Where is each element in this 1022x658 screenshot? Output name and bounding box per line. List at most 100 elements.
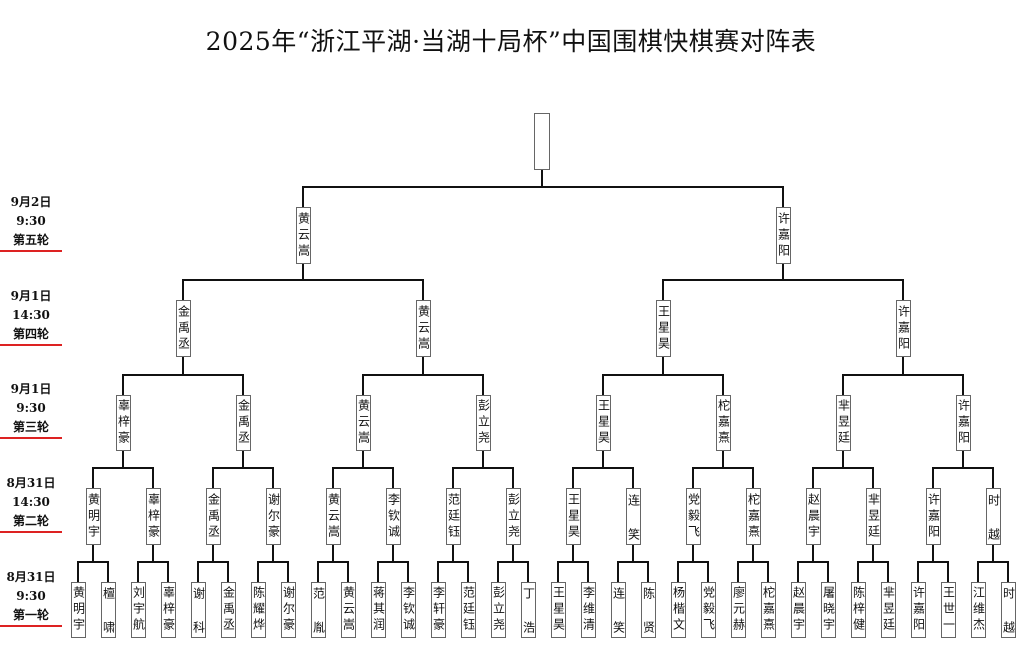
player-name: 许嘉阳 <box>896 304 911 353</box>
player-name: 辜梓豪 <box>116 399 131 447</box>
player-name: 彭立尧 <box>476 399 491 447</box>
player-box: 辜梓豪 <box>160 582 176 638</box>
player-name: 陈梓健 <box>851 586 866 634</box>
player-box: 辜梓豪 <box>115 395 131 451</box>
player-name: 许嘉阳 <box>911 586 926 634</box>
player-box: 陈贤 <box>640 582 656 655</box>
player-name: 黄明宇 <box>71 586 86 634</box>
player-box: 辜梓豪 <box>145 488 161 545</box>
player-box: 时越 <box>1000 582 1016 655</box>
player-box: 檀啸 <box>100 582 116 655</box>
player-box: 范胤 <box>310 582 326 655</box>
player-box: 江维杰 <box>970 582 986 638</box>
player-name: 时越 <box>986 493 1001 562</box>
player-box: 王星昊 <box>565 488 581 545</box>
player-box: 蒋其润 <box>370 582 386 638</box>
player-box: 李轩豪 <box>430 582 446 638</box>
player-box: 许嘉阳 <box>910 582 926 638</box>
player-box: 时越 <box>985 488 1001 562</box>
player-name: 王世一 <box>941 586 956 634</box>
player-name: 屠晓宇 <box>821 586 836 634</box>
player-box: 许嘉阳 <box>895 300 911 357</box>
player-box: 党毅飞 <box>685 488 701 545</box>
player-name: 范廷钰 <box>446 492 461 541</box>
player-name: 李轩豪 <box>431 586 446 634</box>
player-box: 连笑 <box>610 582 626 655</box>
round-label: 9月1日 9:30 第三轮 <box>0 380 62 439</box>
player-name: 陈耀烨 <box>251 586 266 634</box>
player-box: 金禹丞 <box>175 300 191 357</box>
round-label: 8月31日 14:30 第二轮 <box>0 474 62 533</box>
round-time: 9:30 <box>16 589 46 603</box>
player-name: 时越 <box>1001 587 1016 655</box>
player-name: 金禹丞 <box>176 304 191 353</box>
round-label: 9月2日 9:30 第五轮 <box>0 193 62 252</box>
player-name: 辜梓豪 <box>161 586 176 634</box>
round-time: 9:30 <box>16 401 46 415</box>
player-box: 许嘉阳 <box>775 207 791 264</box>
player-name: 党毅飞 <box>701 586 716 634</box>
player-box: 柁嘉熹 <box>745 488 761 545</box>
player-box: 许嘉阳 <box>925 488 941 545</box>
player-name: 柁嘉熹 <box>746 492 761 541</box>
round-date: 8月31日 <box>6 476 56 490</box>
player-box: 刘宇航 <box>130 582 146 638</box>
player-name: 谢尔豪 <box>266 492 281 541</box>
player-name: 谢科 <box>191 587 206 655</box>
player-name: 黄云嵩 <box>416 304 431 353</box>
player-name: 谢尔豪 <box>281 586 296 634</box>
player-name: 李维清 <box>581 586 596 634</box>
player-box: 丁浩 <box>520 582 536 655</box>
champion-box <box>534 113 550 170</box>
player-name: 江维杰 <box>971 586 986 634</box>
round-time: 14:30 <box>12 495 50 509</box>
player-name: 陈贤 <box>641 587 656 655</box>
player-name: 许嘉阳 <box>776 211 791 260</box>
round-name: 第二轮 <box>0 512 62 533</box>
player-name: 李钦诚 <box>386 492 401 541</box>
round-time: 14:30 <box>12 308 50 322</box>
player-name: 彭立尧 <box>491 586 506 634</box>
player-box: 陈耀烨 <box>250 582 266 638</box>
player-box: 谢科 <box>190 582 206 655</box>
player-box: 许嘉阳 <box>955 395 971 451</box>
player-box: 黄云嵩 <box>340 582 356 638</box>
player-name: 黄云嵩 <box>296 211 311 260</box>
player-box: 黄云嵩 <box>355 395 371 451</box>
player-box: 芈昱廷 <box>865 488 881 545</box>
player-name: 王星昊 <box>656 304 671 353</box>
player-name: 芈昱廷 <box>836 399 851 447</box>
player-box: 彭立尧 <box>475 395 491 451</box>
player-box: 金禹丞 <box>205 488 221 545</box>
player-name: 柁嘉熹 <box>761 586 776 634</box>
player-box: 金禹丞 <box>235 395 251 451</box>
round-name: 第五轮 <box>0 231 62 252</box>
player-box: 李钦诚 <box>385 488 401 545</box>
player-box: 李维清 <box>580 582 596 638</box>
player-box: 金禹丞 <box>220 582 236 638</box>
round-name: 第三轮 <box>0 418 62 439</box>
round-name: 第四轮 <box>0 325 62 346</box>
player-box: 黄明宇 <box>70 582 86 638</box>
player-name: 丁浩 <box>521 587 536 655</box>
player-box: 芈昱廷 <box>880 582 896 638</box>
player-box: 彭立尧 <box>490 582 506 638</box>
round-label: 8月31日 9:30 第一轮 <box>0 568 62 627</box>
player-name: 檀啸 <box>101 587 116 655</box>
player-name: 金禹丞 <box>221 586 236 634</box>
player-box: 王星昊 <box>550 582 566 638</box>
round-date: 9月1日 <box>10 289 52 303</box>
player-name: 许嘉阳 <box>956 399 971 447</box>
player-box: 黄云嵩 <box>415 300 431 357</box>
player-name: 连笑 <box>611 587 626 655</box>
player-name: 金禹丞 <box>206 492 221 541</box>
player-box: 王星昊 <box>595 395 611 451</box>
player-box: 王世一 <box>940 582 956 638</box>
player-box: 谢尔豪 <box>265 488 281 545</box>
player-box: 屠晓宇 <box>820 582 836 638</box>
player-box: 杨楷文 <box>670 582 686 638</box>
player-box: 黄云嵩 <box>295 207 311 264</box>
round-date: 9月1日 <box>10 382 52 396</box>
player-box: 赵晨宇 <box>790 582 806 638</box>
